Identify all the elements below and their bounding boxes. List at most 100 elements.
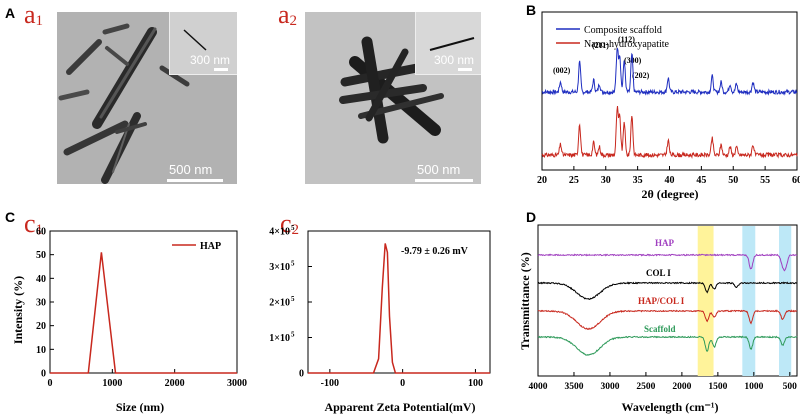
chart-d-x-ticks: 4000 3500 3000 2500 2000 1500 1000 500 [529,372,798,392]
chart-c1-ylabel: Intensity (%) [11,276,25,344]
chart-d-series-hapcol [537,309,798,330]
chart-c2-ytick-label: 3×10 [269,262,290,273]
chart-c2-xtick-label: -100 [321,378,339,389]
scale-bar-a1 [167,179,223,182]
subpanel-label-a1: a1 [24,0,44,29]
chart-c1-frame [49,230,238,374]
panel-label-a: A [5,5,16,21]
inset-scale-label-a1: 300 nm [190,53,231,67]
scale-label-a2: 500 nm [417,162,461,177]
chart-c1-ytick-label: 20 [36,321,46,332]
chart-b-xtick-label: 20 [537,175,547,186]
chart-c1-ytick-label: 60 [36,227,46,238]
chart-d-label-col: COL I [646,268,671,278]
chart-d-highlight-bands [697,226,792,376]
subpanel-label-a2: a2 [278,0,298,29]
chart-d-ylabel: Transmittance (%) [520,252,532,349]
tem-nanorods-a2 [339,36,444,144]
inset-scale-label-a2: 300 nm [434,53,475,67]
chart-c1-ytick-label: 30 [36,298,46,309]
chart-c2-ytick-exponent: 5 [291,224,295,232]
chart-d-xtick-label: 3500 [564,382,583,392]
chart-d-series-col [537,281,797,300]
scale-label-a1: 500 nm [169,162,213,177]
chart-d-xtick-label: 500 [783,382,798,392]
chart-c2-xtick-label: 0 [400,378,405,389]
chart-c1-size: 0 1000 2000 3000 0 10 20 30 40 50 60 HAP Size (nm)… [11,227,247,415]
chart-d-xtick-label: 2000 [672,382,691,392]
chart-c1-ytick-label: 50 [36,250,46,261]
panel-label-d: D [526,209,537,225]
chart-b-xrd: Composite scaffold Nano-hydroxyapatite (… [537,11,800,201]
chart-b-legend-composite: Composite scaffold [584,25,662,36]
chart-c1-ytick-label: 0 [41,369,46,380]
chart-c2-ytick-label: 0 [299,369,304,380]
chart-d-band [779,226,792,376]
chart-c1-ytick-label: 40 [36,274,46,285]
chart-b-xtick-label: 55 [760,175,770,186]
chart-d-xlabel: Wavelength (cm⁻¹) [622,400,719,414]
inset-image-a2: 300 nm [415,12,481,75]
chart-d-label-hap: HAP [655,238,675,248]
chart-b-xtick-label: 60 [792,175,800,186]
chart-b-legend-nha: Nano-hydroxyapatite [584,39,670,50]
chart-d-ftir: HAP COL I HAP/COL I Scaffold 4000 3500 300… [520,224,798,414]
chart-c2-annotation: -9.79 ± 0.26 mV [401,246,469,257]
chart-b-xtick-label: 50 [728,175,738,186]
chart-d-xtick-label: 1000 [744,382,763,392]
chart-c1-xlabel: Size (nm) [116,400,164,414]
chart-c2-xtick-label: 100 [468,378,483,389]
chart-d-xtick-label: 2500 [636,382,655,392]
chart-b-annot-112: (112) [618,35,635,44]
chart-b-annot-002: (002) [553,66,571,75]
chart-b-series-nha [541,106,798,159]
chart-c2-ytick-label: 4×10 [269,227,290,238]
inset-image-a1: 300 nm [169,12,237,75]
chart-c1-legend-hap: HAP [200,241,221,252]
chart-d-label-scaffold: Scaffold [644,324,676,334]
chart-d-series-scaffold [537,335,798,356]
chart-c1-xtick-label: 0 [48,378,53,389]
chart-c1-xtick-label: 1000 [102,378,122,389]
chart-c2-ytick-label: 1×10 [269,333,290,344]
panel-label-b: B [526,2,537,18]
subpanel-label-c2: c2 [280,209,300,238]
chart-b-series-composite [541,47,798,96]
chart-c2-ytick-label: 2×10 [269,298,290,309]
tem-image-a2: 300 nm 500 nm [305,12,481,184]
chart-d-xtick-label: 1500 [708,382,727,392]
chart-c2-ytick-exponent: 5 [291,295,295,303]
tem-nanorods-a1 [58,23,190,184]
chart-d-band [742,226,756,376]
chart-c1-axes: 0 1000 2000 3000 0 10 20 30 40 50 60 [36,227,247,390]
chart-d-series-hap [537,253,798,272]
chart-c2-ytick-exponent: 5 [291,331,295,339]
chart-d-label-hapcol: HAP/COL I [638,296,685,306]
chart-b-annot-211: (211) [592,41,609,50]
chart-d-xtick-label: 3000 [600,382,619,392]
chart-b-annot-202: (202) [632,71,650,80]
chart-c2-ytick-exponent: 5 [291,260,295,268]
chart-c1-series-hap [50,252,237,374]
chart-b-xtick-label: 40 [665,175,675,186]
scale-bar-a2 [415,179,473,182]
chart-c1-xtick-label: 3000 [227,378,247,389]
chart-d-band [697,226,714,376]
chart-c1-xtick-label: 2000 [165,378,185,389]
chart-b-x-ticks: 20 25 30 35 40 45 50 55 60 [537,166,800,186]
chart-b-xlabel: 2θ (degree) [641,187,698,201]
inset-scale-bar-a2 [458,68,472,71]
chart-b-xtick-label: 35 [633,175,643,186]
chart-b-xtick-label: 45 [696,175,706,186]
chart-c2-series-zeta [308,243,490,374]
chart-d-frame [537,224,798,377]
chart-b-xtick-label: 25 [569,175,579,186]
panel-label-c: C [5,209,16,225]
subpanel-label-c1: c1 [24,209,44,238]
chart-b-xtick-label: 30 [601,175,611,186]
chart-d-xtick-label: 4000 [529,382,548,392]
tem-image-a1: 300 nm 500 nm [57,12,237,184]
inset-scale-bar-a1 [214,68,228,71]
